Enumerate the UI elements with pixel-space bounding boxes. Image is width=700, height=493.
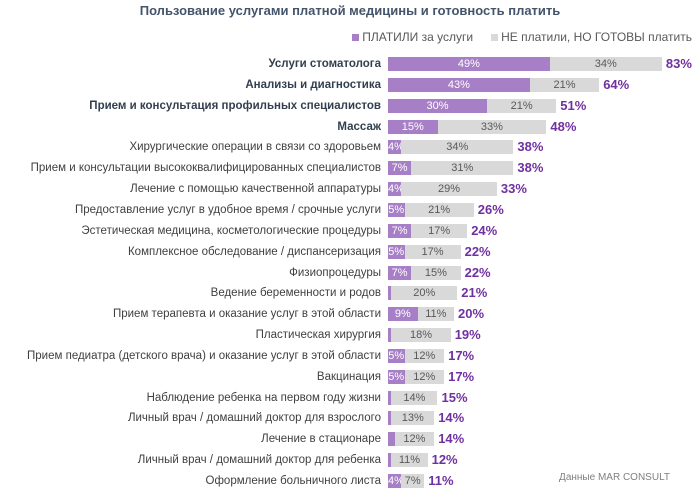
total-label: 83%	[665, 56, 692, 71]
total-label: 11%	[428, 473, 454, 488]
bar-paid: 4%	[388, 182, 402, 197]
bar-paid: 30%	[388, 98, 487, 113]
category-label: Предоставление услуг в удобное время / с…	[75, 203, 381, 216]
legend-label: ПЛАТИЛИ за услуги	[362, 30, 474, 44]
category-label: Ведение беременности и родов	[210, 287, 381, 300]
bar-ready: 14%	[391, 390, 438, 405]
legend-swatch	[352, 34, 360, 42]
category-label: Физиопроцедуры	[289, 266, 381, 279]
total-label: 48%	[550, 118, 577, 134]
bar-ready: 20%	[391, 286, 458, 301]
category-label: Прием и консультации высококвалифицирова…	[30, 162, 381, 175]
bar-paid: 4%	[388, 474, 402, 488]
category-label: Эстетическая медицина, косметологические…	[81, 224, 381, 237]
bar-paid	[388, 390, 392, 405]
bar-ready: 34%	[549, 57, 662, 71]
legend-item-ready: НЕ платили, НО ГОТОВЫ платить	[491, 30, 692, 44]
bar-paid: 49%	[388, 57, 550, 71]
bar-ready: 13%	[391, 411, 435, 426]
total-label: 12%	[431, 452, 458, 468]
total-label: 38%	[517, 139, 544, 155]
total-label: 20%	[458, 306, 485, 322]
bar-ready: 11%	[391, 453, 428, 468]
category-label: Личный врач / домашний доктор для взросл…	[127, 412, 381, 425]
bar-paid: 5%	[388, 348, 405, 363]
bar-ready: 21%	[404, 202, 474, 217]
total-label: 15%	[441, 389, 468, 405]
source-note: Данные MAR CONSULT	[559, 472, 670, 483]
category-label: Прием и консультация профильных специали…	[89, 99, 381, 112]
total-label: 17%	[448, 347, 475, 363]
category-label: Оформление больничного листа	[205, 475, 381, 487]
legend-swatch	[491, 34, 499, 42]
bar-ready: 12%	[394, 432, 435, 447]
total-label: 21%	[461, 285, 488, 301]
bar-ready: 17%	[411, 223, 468, 238]
bar-paid: 5%	[388, 244, 405, 259]
category-label: Наблюдение ребенка на первом году жизни	[146, 391, 381, 404]
category-label: Вакцинация	[316, 370, 381, 383]
total-label: 26%	[477, 201, 504, 217]
bar-paid: 9%	[388, 307, 418, 322]
bar-ready: 31%	[411, 161, 514, 176]
bar-ready: 34%	[401, 140, 514, 155]
total-label: 14%	[438, 431, 465, 447]
bar-ready: 11%	[417, 307, 454, 322]
total-label: 64%	[603, 76, 630, 92]
category-label: Хирургические операции в связи со здоров…	[129, 141, 381, 154]
bar-paid: 4%	[388, 140, 402, 155]
category-label: Прием терапевта и оказание услуг в этой …	[112, 308, 381, 321]
category-label: Комплексное обследование / диспансеризац…	[127, 245, 381, 258]
category-label: Массаж	[337, 120, 381, 133]
total-label: 19%	[454, 327, 481, 343]
bar-ready: 12%	[404, 348, 445, 363]
bar-paid: 7%	[388, 265, 412, 280]
legend-label: НЕ платили, НО ГОТОВЫ платить	[501, 30, 692, 44]
bar-paid	[388, 286, 392, 301]
category-label: Услуги стоматолога	[268, 58, 381, 70]
category-label: Лечение в стационаре	[261, 433, 381, 446]
bar-ready: 15%	[411, 265, 461, 280]
bar-paid: 7%	[388, 223, 412, 238]
bar-paid: 5%	[388, 202, 405, 217]
bar-paid	[388, 432, 395, 447]
chart-title: Пользование услугами платной медицины и …	[139, 3, 561, 18]
total-label: 14%	[438, 410, 465, 426]
bar-ready: 7%	[401, 474, 425, 488]
total-label: 51%	[560, 97, 587, 113]
bar-paid: 43%	[388, 77, 530, 92]
total-label: 24%	[471, 222, 498, 238]
bar-paid	[388, 328, 392, 343]
bar-ready: 17%	[404, 244, 461, 259]
category-label: Лечение с помощью качественной аппаратур…	[130, 183, 381, 196]
bar-ready: 33%	[437, 119, 547, 134]
bar-paid: 5%	[388, 369, 405, 384]
total-label: 22%	[464, 243, 491, 259]
category-label: Анализы и диагностика	[245, 78, 381, 91]
bar-paid	[388, 411, 392, 426]
total-label: 22%	[464, 264, 491, 280]
bar-ready: 18%	[391, 328, 451, 343]
legend-item-paid: ПЛАТИЛИ за услуги	[352, 30, 473, 44]
bar-ready: 21%	[529, 77, 600, 92]
total-label: 38%	[517, 160, 544, 176]
bar-ready: 21%	[487, 98, 557, 113]
category-label: Пластическая хирургия	[255, 329, 381, 342]
total-label: 17%	[448, 368, 475, 384]
bar-ready: 29%	[401, 182, 497, 197]
legend: ПЛАТИЛИ за услуги НЕ платили, НО ГОТОВЫ …	[352, 30, 692, 44]
bar-ready: 12%	[404, 369, 445, 384]
bar-paid: 7%	[388, 161, 412, 176]
category-label: Личный врач / домашний доктор для ребенк…	[137, 454, 381, 467]
bar-paid	[388, 453, 392, 468]
total-label: 33%	[500, 181, 527, 197]
bar-paid: 15%	[388, 119, 438, 134]
category-label: Прием педиатра (детского врача) и оказан…	[27, 349, 381, 362]
